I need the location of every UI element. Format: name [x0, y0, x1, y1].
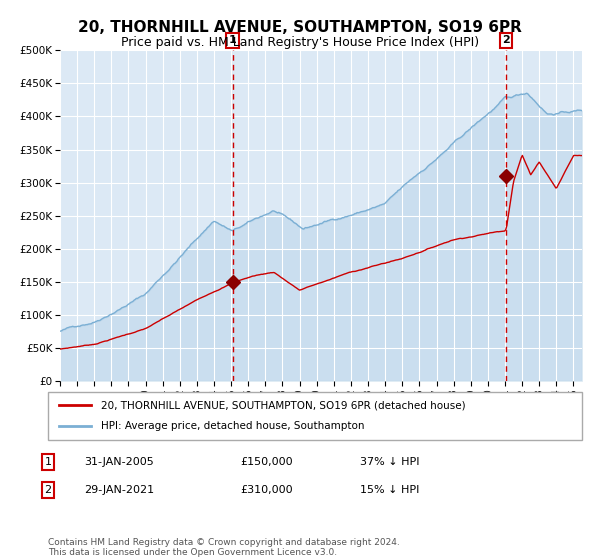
- FancyBboxPatch shape: [48, 392, 582, 440]
- Text: 29-JAN-2021: 29-JAN-2021: [84, 485, 154, 495]
- Text: 20, THORNHILL AVENUE, SOUTHAMPTON, SO19 6PR (detached house): 20, THORNHILL AVENUE, SOUTHAMPTON, SO19 …: [101, 400, 466, 410]
- Text: 15% ↓ HPI: 15% ↓ HPI: [360, 485, 419, 495]
- Text: Contains HM Land Registry data © Crown copyright and database right 2024.
This d: Contains HM Land Registry data © Crown c…: [48, 538, 400, 557]
- Text: £150,000: £150,000: [240, 457, 293, 467]
- Text: 37% ↓ HPI: 37% ↓ HPI: [360, 457, 419, 467]
- Text: Price paid vs. HM Land Registry's House Price Index (HPI): Price paid vs. HM Land Registry's House …: [121, 36, 479, 49]
- Text: 20, THORNHILL AVENUE, SOUTHAMPTON, SO19 6PR: 20, THORNHILL AVENUE, SOUTHAMPTON, SO19 …: [78, 20, 522, 35]
- Text: £310,000: £310,000: [240, 485, 293, 495]
- Text: 1: 1: [229, 35, 236, 45]
- Text: HPI: Average price, detached house, Southampton: HPI: Average price, detached house, Sout…: [101, 421, 365, 431]
- Text: 1: 1: [44, 457, 52, 467]
- Text: 2: 2: [502, 35, 510, 45]
- Text: 2: 2: [44, 485, 52, 495]
- Text: 31-JAN-2005: 31-JAN-2005: [84, 457, 154, 467]
